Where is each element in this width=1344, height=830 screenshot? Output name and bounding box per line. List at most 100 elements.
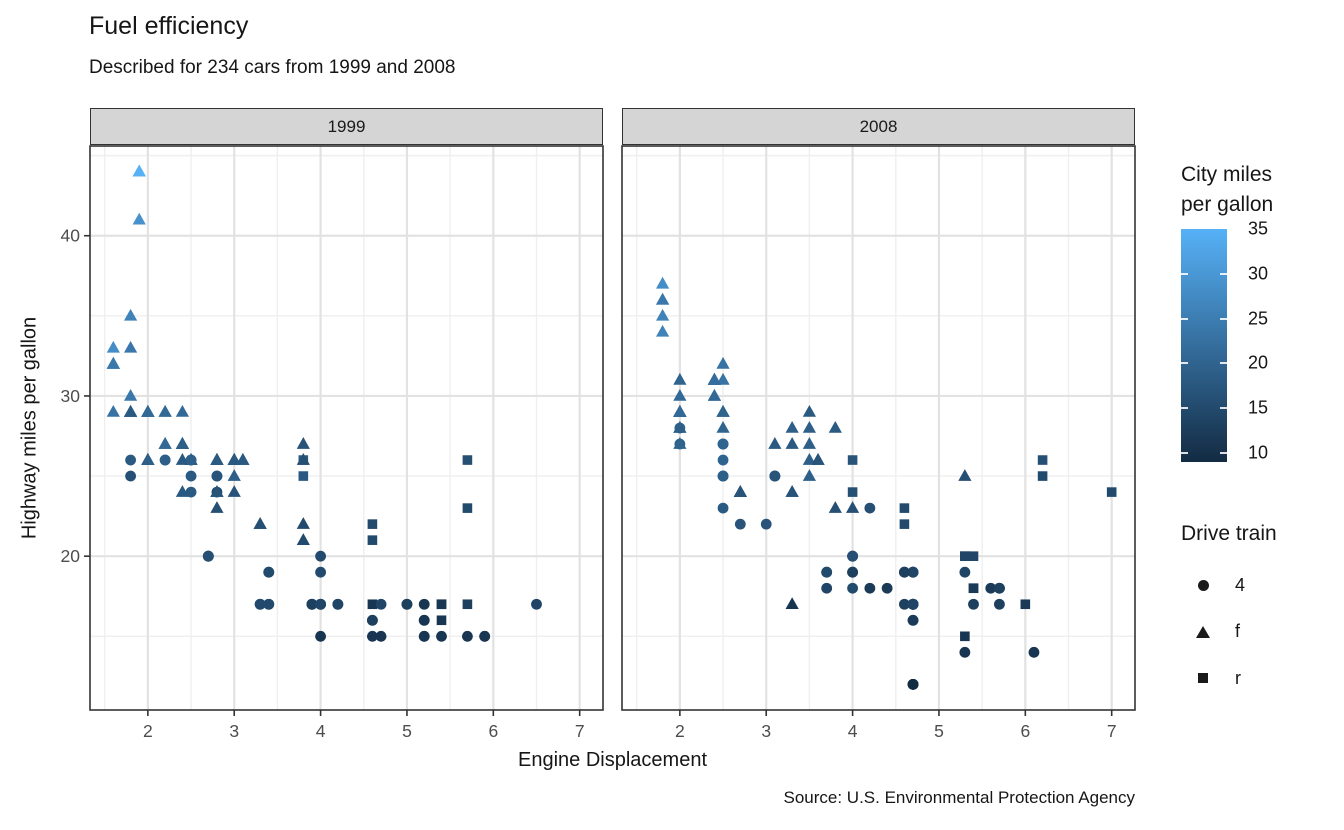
data-point [785, 485, 799, 497]
data-point [367, 630, 378, 642]
data-point [125, 470, 136, 482]
data-point [106, 404, 120, 417]
data-point [847, 566, 858, 578]
data-point [175, 437, 190, 449]
data-point [960, 631, 970, 642]
data-point [175, 404, 190, 417]
facet-label-2008: 2008 [859, 116, 898, 136]
colorbar-tick [1220, 317, 1227, 320]
data-point [106, 340, 120, 353]
data-point [123, 308, 138, 321]
colorbar-tick-label: 15 [1248, 397, 1269, 418]
x-tick-label: 7 [1107, 721, 1117, 741]
data-point [707, 388, 722, 401]
data-point [847, 455, 858, 465]
data-point [202, 550, 214, 562]
data-point [185, 486, 197, 498]
y-axis-title: Highway miles per gallon [18, 316, 41, 540]
data-point [864, 582, 876, 594]
colorbar-tick [1181, 452, 1188, 455]
data-point [296, 437, 310, 449]
colorbar-tick [1181, 362, 1188, 365]
data-point [401, 598, 413, 610]
points-layer [655, 276, 1117, 690]
data-point [123, 340, 138, 353]
data-point [811, 453, 825, 465]
data-point [821, 582, 833, 594]
data-point [899, 519, 910, 529]
data-point [462, 630, 473, 642]
data-point [367, 614, 378, 626]
data-point [315, 566, 326, 578]
data-point [436, 599, 447, 610]
data-point [802, 437, 817, 449]
data-point [418, 598, 430, 610]
data-point [1037, 455, 1048, 465]
data-point [802, 421, 817, 433]
data-point [864, 502, 876, 514]
data-point [227, 469, 241, 481]
data-point [769, 470, 781, 482]
data-point [655, 324, 670, 337]
data-point [673, 404, 687, 417]
data-point [158, 404, 172, 417]
data-point [332, 598, 344, 610]
data-point [254, 598, 266, 610]
panel-2008: 2 3 4 5 6 7 [621, 145, 1136, 741]
data-point [733, 485, 747, 497]
data-point [210, 485, 224, 497]
data-point [367, 519, 378, 529]
data-point [375, 630, 387, 642]
data-point [716, 372, 730, 385]
colorbar-tick [1181, 317, 1188, 320]
panel-border [89, 145, 604, 711]
data-point [673, 421, 687, 433]
data-point [673, 388, 687, 401]
data-point [785, 597, 799, 610]
colorbar-tick-label: 10 [1248, 442, 1269, 463]
circle-icon [1197, 579, 1209, 591]
data-point [717, 454, 729, 466]
data-point [716, 404, 730, 417]
data-point [907, 614, 919, 626]
data-point [296, 517, 310, 529]
triangle-icon [1196, 625, 1210, 638]
data-point [1020, 599, 1031, 610]
data-point [828, 501, 842, 513]
data-point [907, 598, 919, 610]
panel-background [622, 146, 1135, 710]
data-point [479, 630, 491, 642]
data-point [227, 485, 241, 497]
color-legend-bar [1181, 229, 1227, 462]
x-tick-label: 4 [316, 721, 326, 741]
data-point [881, 582, 893, 594]
data-point [462, 503, 473, 513]
shape-legend-title: Drive train [1181, 522, 1277, 545]
data-point [367, 535, 378, 545]
data-point [899, 598, 910, 610]
x-tick-label: 2 [675, 721, 685, 741]
data-point [159, 454, 171, 466]
square-key [1189, 673, 1217, 684]
data-point [436, 630, 447, 642]
data-point [236, 453, 250, 465]
data-point [802, 469, 817, 481]
data-point [847, 487, 858, 497]
data-point [263, 566, 275, 578]
x-tick-label: 4 [848, 721, 858, 741]
square-icon [1198, 673, 1208, 684]
data-point [968, 551, 979, 561]
legend-item-drv-4: 4 [1189, 562, 1245, 609]
data-point [367, 599, 378, 610]
data-point [175, 453, 190, 465]
data-point [1037, 471, 1048, 481]
data-point [768, 437, 782, 449]
data-point [802, 453, 817, 465]
facet-strip-1999: 1999 [90, 108, 603, 145]
legend-item-label: r [1235, 667, 1241, 688]
data-point [717, 438, 729, 450]
data-point [734, 518, 746, 530]
colorbar-tick-label: 30 [1248, 263, 1269, 284]
colorbar-tick [1220, 272, 1227, 275]
data-point [123, 404, 138, 417]
